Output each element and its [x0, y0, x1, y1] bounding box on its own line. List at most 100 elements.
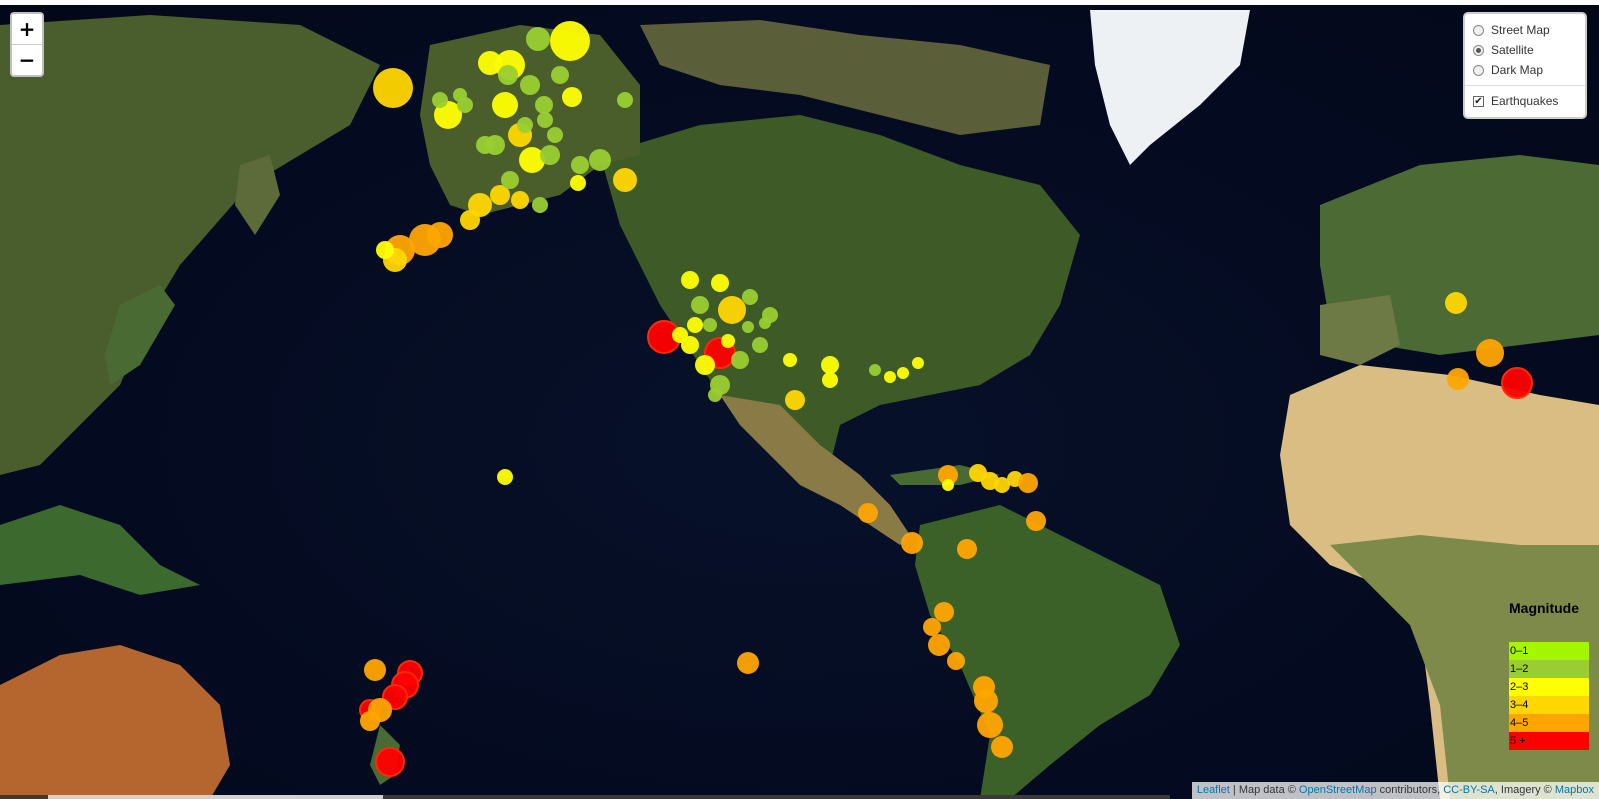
- earthquake-marker[interactable]: [731, 351, 749, 369]
- earthquake-marker[interactable]: [884, 371, 896, 383]
- earthquake-marker[interactable]: [711, 274, 729, 292]
- earthquake-marker[interactable]: [547, 127, 563, 143]
- osm-link[interactable]: OpenStreetMap: [1298, 784, 1377, 796]
- attrib-sep: | Map data ©: [1229, 784, 1299, 796]
- earthquake-marker[interactable]: [1476, 339, 1504, 367]
- earthquake-marker[interactable]: [742, 321, 754, 333]
- layer-option-satellite[interactable]: Satellite: [1473, 40, 1577, 60]
- earthquake-marker[interactable]: [1026, 511, 1046, 531]
- earthquake-marker[interactable]: [737, 652, 759, 674]
- earthquake-marker[interactable]: [589, 149, 611, 171]
- earthquake-marker[interactable]: [497, 469, 513, 485]
- earthquake-marker[interactable]: [821, 356, 839, 374]
- earthquake-marker[interactable]: [977, 712, 1003, 738]
- earthquake-marker[interactable]: [912, 357, 924, 369]
- earthquake-marker[interactable]: [476, 136, 494, 154]
- earthquake-marker[interactable]: [938, 465, 958, 485]
- earthquake-marker[interactable]: [540, 145, 560, 165]
- earthquake-marker[interactable]: [501, 171, 519, 189]
- leaflet-link[interactable]: Leaflet: [1196, 784, 1230, 796]
- earthquake-marker[interactable]: [434, 101, 462, 129]
- earthquake-marker[interactable]: [897, 367, 909, 379]
- legend-item: 0–1: [1509, 642, 1589, 660]
- earthquake-marker[interactable]: [708, 388, 722, 402]
- earthquake-marker[interactable]: [703, 318, 717, 332]
- earthquake-marker[interactable]: [994, 477, 1010, 493]
- earthquake-marker[interactable]: [490, 185, 510, 205]
- earthquake-marker[interactable]: [1445, 292, 1467, 314]
- earthquake-marker[interactable]: [517, 117, 533, 133]
- earthquake-marker[interactable]: [551, 66, 569, 84]
- earthquake-marker[interactable]: [532, 197, 548, 213]
- earthquake-marker[interactable]: [752, 337, 768, 353]
- earthquake-marker[interactable]: [562, 87, 582, 107]
- earthquake-marker[interactable]: [681, 271, 699, 289]
- mapbox-link[interactable]: Mapbox: [1554, 784, 1594, 796]
- earthquake-marker[interactable]: [718, 296, 746, 324]
- earthquake-marker[interactable]: [376, 241, 394, 259]
- satellite-radio[interactable]: [1473, 44, 1484, 56]
- earthquake-marker[interactable]: [453, 88, 467, 102]
- earthquake-marker[interactable]: [511, 191, 529, 209]
- earthquake-marker[interactable]: [947, 652, 965, 670]
- earthquake-marker[interactable]: [373, 68, 413, 108]
- earthquake-marker[interactable]: [759, 317, 771, 329]
- earthquake-marker[interactable]: [822, 372, 838, 388]
- layer-option-dark-map[interactable]: Dark Map: [1473, 60, 1577, 80]
- zoom-out-button[interactable]: −: [12, 44, 42, 75]
- earthquake-marker[interactable]: [519, 147, 545, 173]
- layer-separator: [1465, 85, 1585, 86]
- earthquake-marker[interactable]: [409, 224, 441, 256]
- earthquake-marker[interactable]: [858, 503, 878, 523]
- earthquake-marker[interactable]: [617, 92, 633, 108]
- earthquake-marker[interactable]: [364, 659, 386, 681]
- canada-arctic-islands: [640, 20, 1050, 135]
- earthquake-marker[interactable]: [721, 334, 735, 348]
- zoom-in-button[interactable]: +: [18, 17, 36, 41]
- earthquake-marker[interactable]: [942, 479, 954, 491]
- earthquake-marker[interactable]: [478, 51, 502, 75]
- earthquake-marker[interactable]: [928, 634, 950, 656]
- earthquake-marker[interactable]: [687, 317, 703, 333]
- earthquake-marker[interactable]: [901, 532, 923, 554]
- earthquake-marker[interactable]: [520, 75, 540, 95]
- overlay-option-earthquakes[interactable]: ✔ Earthquakes: [1473, 91, 1577, 111]
- earthquake-marker[interactable]: [869, 364, 881, 376]
- earthquake-marker[interactable]: [742, 289, 758, 305]
- earthquake-marker[interactable]: [535, 96, 553, 114]
- earthquake-marker[interactable]: [691, 296, 709, 314]
- earthquakes-checkbox[interactable]: ✔: [1473, 95, 1484, 107]
- earthquake-marker[interactable]: [550, 21, 590, 61]
- earthquake-marker[interactable]: [923, 618, 941, 636]
- earthquake-marker[interactable]: [785, 390, 805, 410]
- earthquake-marker[interactable]: [991, 736, 1013, 758]
- earthquake-marker[interactable]: [783, 353, 797, 367]
- earthquake-marker[interactable]: [492, 92, 518, 118]
- earthquake-marker[interactable]: [974, 689, 998, 713]
- earthquake-marker[interactable]: [375, 747, 405, 777]
- earthquake-marker[interactable]: [1501, 367, 1533, 399]
- earthquake-marker[interactable]: [498, 65, 518, 85]
- earthquake-marker[interactable]: [537, 112, 553, 128]
- earthquake-marker[interactable]: [672, 327, 688, 343]
- map[interactable]: [0, 5, 1599, 799]
- earthquake-marker[interactable]: [695, 355, 715, 375]
- horizontal-scrollbar[interactable]: [0, 795, 1170, 799]
- earthquake-marker[interactable]: [613, 168, 637, 192]
- earthquake-marker[interactable]: [1018, 473, 1038, 493]
- earthquake-marker[interactable]: [432, 92, 448, 108]
- earthquake-marker[interactable]: [570, 175, 586, 191]
- earthquake-marker[interactable]: [957, 539, 977, 559]
- earthquake-marker[interactable]: [460, 210, 480, 230]
- australia-landmass: [0, 645, 230, 799]
- earthquake-marker[interactable]: [934, 602, 954, 622]
- layer-option-street-map[interactable]: Street Map: [1473, 20, 1577, 40]
- earthquake-marker[interactable]: [1447, 368, 1469, 390]
- earthquake-marker[interactable]: [571, 156, 589, 174]
- earthquake-marker[interactable]: [526, 27, 550, 51]
- earthquake-marker[interactable]: [360, 711, 380, 731]
- scrollbar-thumb[interactable]: [48, 795, 383, 799]
- street-map-radio[interactable]: [1473, 24, 1484, 36]
- license-link[interactable]: CC-BY-SA: [1443, 784, 1495, 796]
- dark-map-radio[interactable]: [1473, 64, 1484, 76]
